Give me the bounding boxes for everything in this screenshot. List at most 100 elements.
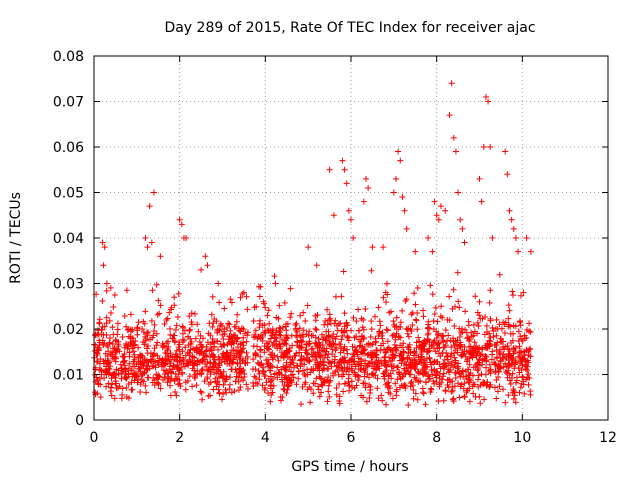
data-point	[310, 332, 317, 339]
data-point	[405, 402, 412, 409]
data-point	[279, 336, 286, 343]
data-point	[230, 346, 237, 353]
data-point	[283, 359, 290, 366]
data-point	[461, 239, 468, 246]
data-point	[475, 372, 482, 379]
data-point	[507, 330, 514, 337]
data-point	[182, 379, 189, 386]
data-point	[315, 335, 322, 342]
data-point	[162, 370, 169, 377]
data-point	[289, 371, 296, 378]
data-point	[209, 323, 216, 330]
data-point	[474, 309, 481, 316]
data-point	[459, 225, 466, 232]
data-point	[150, 350, 157, 357]
data-point	[440, 397, 447, 404]
data-point	[462, 308, 469, 315]
data-point	[520, 289, 527, 296]
data-point	[433, 212, 440, 219]
y-tick-label: 0.02	[53, 322, 84, 338]
data-point	[439, 336, 446, 343]
data-point	[294, 328, 301, 335]
data-point	[205, 366, 212, 373]
data-point	[495, 368, 502, 375]
data-point	[166, 309, 173, 316]
data-point	[256, 293, 263, 300]
data-point	[395, 148, 402, 155]
data-point	[199, 396, 206, 403]
data-point	[432, 304, 439, 311]
data-point	[254, 359, 261, 366]
data-point	[471, 328, 478, 335]
data-point	[244, 306, 251, 313]
data-point	[119, 385, 126, 392]
data-point	[284, 334, 291, 341]
data-point	[316, 360, 323, 367]
data-point	[437, 313, 444, 320]
data-point	[514, 377, 521, 384]
data-point	[343, 319, 350, 326]
data-point	[144, 244, 151, 251]
data-point	[412, 301, 419, 308]
data-point	[383, 326, 390, 333]
data-point	[320, 359, 327, 366]
data-point	[305, 358, 312, 364]
data-point	[374, 375, 381, 382]
data-point	[492, 341, 499, 348]
data-point	[270, 382, 277, 389]
data-point	[289, 342, 296, 349]
data-point	[271, 371, 278, 378]
data-point	[318, 381, 325, 388]
data-point	[196, 338, 203, 345]
data-point	[321, 376, 328, 383]
data-point	[227, 338, 234, 345]
data-point	[276, 370, 283, 377]
data-point	[521, 348, 528, 355]
data-point	[152, 364, 159, 371]
data-point	[103, 280, 110, 287]
data-point	[441, 344, 448, 351]
data-point	[412, 361, 419, 368]
data-point	[264, 361, 271, 368]
data-point	[504, 342, 511, 349]
data-point	[233, 318, 240, 325]
data-point	[143, 389, 150, 396]
data-point	[226, 381, 233, 388]
data-point	[167, 325, 174, 332]
data-point	[171, 294, 178, 301]
data-point	[451, 383, 458, 390]
data-point	[108, 375, 115, 382]
data-point	[189, 365, 196, 372]
data-point	[482, 313, 489, 320]
data-point	[510, 345, 517, 352]
data-point	[117, 361, 124, 368]
y-tick-label: 0.05	[53, 186, 84, 202]
data-point	[157, 385, 164, 392]
data-point	[197, 332, 204, 339]
data-point	[189, 353, 196, 360]
data-point	[151, 382, 158, 389]
data-point	[313, 375, 320, 382]
data-point	[131, 351, 138, 358]
data-point	[383, 367, 390, 374]
data-point	[299, 360, 306, 367]
data-point	[384, 327, 391, 334]
data-point	[450, 286, 457, 293]
data-point	[439, 349, 446, 356]
data-point	[393, 344, 400, 351]
data-point	[362, 305, 369, 312]
data-point	[420, 371, 427, 378]
data-point	[106, 369, 113, 376]
data-point	[505, 302, 512, 309]
data-point	[429, 341, 436, 348]
data-point	[153, 330, 160, 337]
data-point	[471, 381, 478, 388]
data-point	[339, 367, 346, 374]
data-point	[302, 379, 309, 386]
data-point	[326, 340, 333, 347]
data-point	[184, 333, 191, 340]
data-point	[440, 373, 447, 380]
data-point	[367, 352, 374, 359]
data-point	[261, 321, 268, 328]
